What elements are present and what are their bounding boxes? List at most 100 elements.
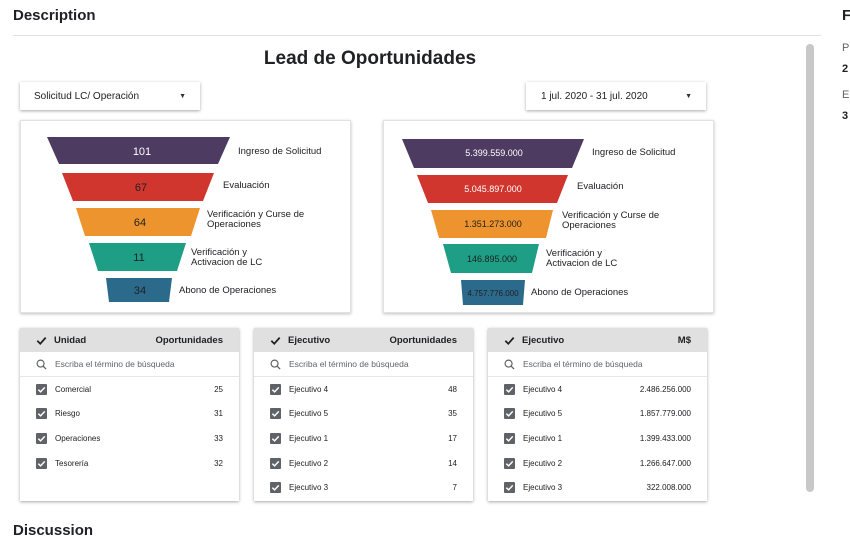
table-header[interactable]: Ejecutivo M$: [488, 328, 707, 352]
list-item-name: Ejecutivo 2: [523, 458, 563, 468]
list-item[interactable]: Ejecutivo 2 1.266.647.000: [488, 451, 707, 476]
funnel-stage-verificacion-curse[interactable]: [76, 208, 200, 236]
search-icon: [270, 359, 281, 370]
list-item-name: Ejecutivo 5: [289, 409, 329, 419]
list-item-value: 14: [448, 458, 457, 468]
funnel-stage-ingreso[interactable]: [47, 137, 230, 164]
column-header-ejecutivo[interactable]: Ejecutivo: [288, 334, 331, 346]
funnel-amount-svg: 5.399.559.000 5.045.897.000 1.351.273.00…: [402, 139, 584, 305]
column-header-oportunidades[interactable]: Oportunidades: [155, 334, 223, 346]
list-item-name: Ejecutivo 1: [523, 433, 563, 443]
funnel-chart-amount: 5.399.559.000 5.045.897.000 1.351.273.00…: [383, 120, 714, 313]
list-item-name: Ejecutivo 4: [289, 384, 329, 394]
date-range-value: 1 jul. 2020 - 31 jul. 2020: [541, 90, 648, 102]
funnel-stage-evaluacion[interactable]: [62, 173, 214, 201]
funnel-stage-abono[interactable]: [461, 280, 525, 305]
checkbox-checked-icon[interactable]: [504, 432, 515, 444]
select-all-checkbox[interactable]: [36, 335, 47, 346]
checkbox-checked-icon[interactable]: [504, 383, 515, 395]
select-all-checkbox[interactable]: [270, 335, 281, 346]
column-header-oportunidades[interactable]: Oportunidades: [389, 334, 457, 346]
list-item-name: Ejecutivo 3: [523, 483, 563, 493]
right-column-text: P: [842, 42, 850, 54]
checkbox-checked-icon[interactable]: [36, 383, 47, 395]
funnel-value-verificacion-activacion: 11: [133, 252, 144, 264]
list-item[interactable]: Operaciones 33: [20, 426, 239, 451]
right-column-heading: F: [842, 7, 850, 24]
list-item-name: Comercial: [55, 384, 92, 394]
list-item[interactable]: Tesorería 32: [20, 451, 239, 476]
funnel-value-verificacion-curse: 64: [134, 217, 146, 229]
funnel-stage-verificacion-activacion[interactable]: [443, 244, 539, 273]
right-column-text: E: [842, 89, 850, 101]
list-item[interactable]: Ejecutivo 5 1.857.779.000: [488, 402, 707, 427]
list-item[interactable]: Ejecutivo 3 322.008.000: [488, 475, 707, 500]
list-item[interactable]: Ejecutivo 2 14: [254, 451, 473, 476]
checkbox-checked-icon[interactable]: [270, 482, 281, 494]
funnel-chart-count: 101 67 64 11 34 Ingreso de Solicitud Eva…: [20, 120, 351, 313]
funnel-stage-verificacion-activacion[interactable]: [89, 243, 186, 271]
list-item[interactable]: Ejecutivo 5 35: [254, 402, 473, 427]
checkbox-checked-icon[interactable]: [270, 457, 281, 469]
search-field[interactable]: Escriba el término de búsqueda: [488, 352, 707, 377]
checkbox-checked-icon[interactable]: [36, 457, 47, 469]
search-field[interactable]: Escriba el término de búsqueda: [254, 352, 473, 377]
column-header-monto[interactable]: M$: [677, 334, 691, 346]
checkbox-checked-icon[interactable]: [504, 457, 515, 469]
list-item[interactable]: Ejecutivo 1 17: [254, 426, 473, 451]
column-header-ejecutivo[interactable]: Ejecutivo: [522, 334, 565, 346]
search-field[interactable]: Escriba el término de búsqueda: [20, 352, 239, 377]
checkbox-checked-icon[interactable]: [270, 408, 281, 420]
checkbox-checked-icon[interactable]: [504, 482, 515, 494]
select-all-checkbox[interactable]: [504, 335, 515, 346]
stage-filter-value: Solicitud LC/ Operación: [34, 90, 140, 102]
funnel-stage-verificacion-curse[interactable]: [431, 210, 553, 238]
table-header[interactable]: Ejecutivo Oportunidades: [254, 328, 473, 352]
funnel-label-verificacion-activacion: Verificación y Activacion de LC: [546, 248, 618, 269]
list-item[interactable]: Riesgo 31: [20, 402, 239, 427]
list-item-value: 17: [448, 433, 457, 443]
list-item-value: 35: [448, 409, 457, 419]
discussion-heading: Discussion: [13, 522, 94, 539]
ejecutivo-monto-table: Ejecutivo M$ Escriba el término de búsqu…: [488, 328, 707, 501]
funnel-value-ingreso: 101: [133, 146, 151, 158]
list-item[interactable]: Ejecutivo 1 1.399.433.000: [488, 426, 707, 451]
stage-filter-dropdown[interactable]: Solicitud LC/ Operación ▼: [20, 82, 200, 110]
list-item-value: 25: [214, 384, 223, 394]
search-placeholder: Escriba el término de búsqueda: [55, 359, 175, 369]
list-item-name: Ejecutivo 4: [523, 384, 563, 394]
list-item[interactable]: Ejecutivo 4 2.486.256.000: [488, 377, 707, 402]
list-item[interactable]: Comercial 25: [20, 377, 239, 402]
checkbox-checked-icon[interactable]: [270, 432, 281, 444]
list-item-name: Ejecutivo 5: [523, 409, 563, 419]
date-range-dropdown[interactable]: 1 jul. 2020 - 31 jul. 2020 ▼: [526, 82, 706, 110]
list-item-value: 2.486.256.000: [639, 384, 691, 394]
checkbox-checked-icon[interactable]: [36, 408, 47, 420]
description-heading: Description: [13, 7, 96, 24]
column-header-unidad[interactable]: Unidad: [54, 334, 87, 346]
list-item[interactable]: Ejecutivo 3 7: [254, 475, 473, 500]
funnel-label-ingreso: Ingreso de Solicitud: [592, 147, 676, 158]
funnel-value-verificacion-activacion: 146.895.000: [467, 254, 517, 264]
checkbox-checked-icon[interactable]: [504, 408, 515, 420]
funnel-label-verificacion-activacion: Verificación y Activacion de LC: [191, 247, 263, 268]
ejecutivo-oportunidades-table: Ejecutivo Oportunidades Escriba el térmi…: [254, 328, 473, 501]
list-item[interactable]: Ejecutivo 4 48: [254, 377, 473, 402]
checkbox-checked-icon[interactable]: [270, 383, 281, 395]
list-item-name: Ejecutivo 2: [289, 458, 329, 468]
list-item-name: Ejecutivo 3: [289, 483, 329, 493]
funnel-stage-evaluacion[interactable]: [417, 175, 568, 203]
funnel-value-abono: 4.757.776.000: [467, 289, 519, 298]
checkbox-checked-icon[interactable]: [36, 432, 47, 444]
funnel-label-ingreso: Ingreso de Solicitud: [238, 146, 322, 157]
list-item-value: 48: [448, 384, 457, 394]
funnel-stage-ingreso[interactable]: [402, 139, 584, 168]
funnel-label-verificacion-curse: Verificación y Curse de Operaciones: [207, 209, 305, 230]
funnel-value-evaluacion: 67: [135, 182, 147, 194]
divider: [13, 35, 821, 36]
list-item-name: Tesorería: [55, 458, 89, 468]
table-header[interactable]: Unidad Oportunidades: [20, 328, 239, 352]
funnel-stage-abono[interactable]: [106, 278, 172, 302]
search-placeholder: Escriba el término de búsqueda: [289, 359, 409, 369]
scrollbar-thumb[interactable]: [806, 44, 814, 492]
